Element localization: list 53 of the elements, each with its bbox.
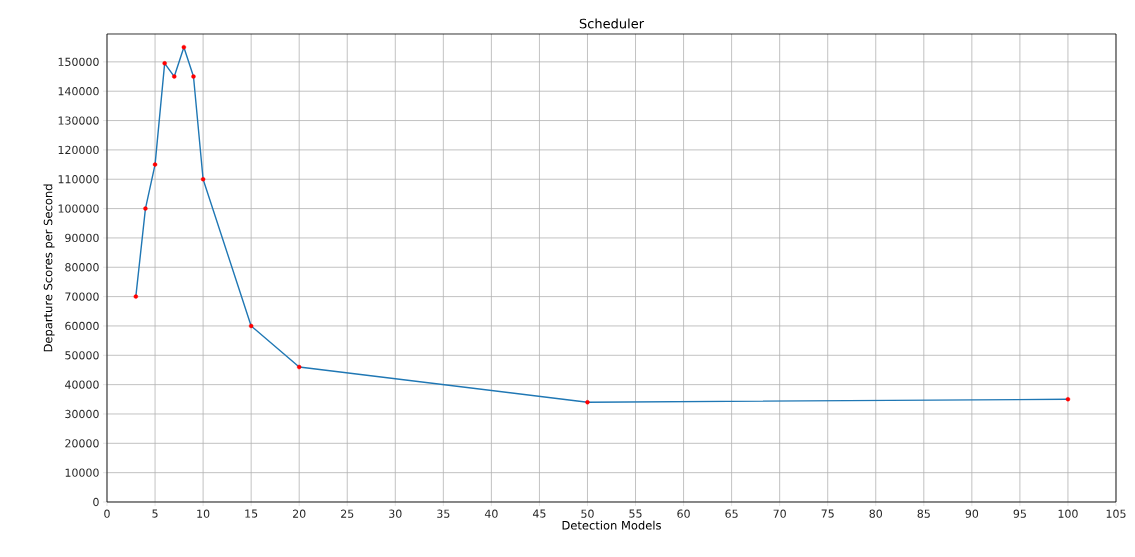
x-tick-label: 10 — [197, 509, 210, 518]
y-tick-label: 100000 — [58, 204, 99, 213]
point — [152, 162, 158, 167]
point — [585, 400, 590, 405]
y-tick-label: 50000 — [65, 351, 99, 360]
point — [172, 74, 177, 79]
point — [248, 323, 254, 329]
x-tick-label: 80 — [869, 509, 883, 518]
y-tick-label: 20000 — [65, 439, 99, 448]
point — [1065, 397, 1071, 402]
x-tick-label: 75 — [821, 509, 834, 518]
point — [200, 177, 206, 182]
chart-title: Scheduler — [579, 18, 645, 29]
x-tick-label: 15 — [245, 509, 258, 518]
x-tick-label: 35 — [437, 509, 450, 518]
x-tick-label: 0 — [104, 509, 110, 518]
x-tick-label: 30 — [389, 509, 402, 518]
x-tick-label: 5 — [152, 509, 158, 518]
y-tick-label: 130000 — [58, 116, 99, 125]
x-tick-label: 100 — [1058, 509, 1078, 518]
x-tick-label: 20 — [292, 509, 306, 518]
x-tick-label: 25 — [341, 509, 354, 518]
x-tick-label: 60 — [677, 509, 690, 518]
point — [162, 61, 167, 66]
x-tick-label: 105 — [1106, 509, 1126, 518]
x-tick-label: 70 — [773, 509, 786, 518]
x-tick-label: 95 — [1013, 509, 1026, 518]
y-tick-label: 120000 — [58, 145, 99, 155]
y-tick-label: 30000 — [65, 409, 99, 419]
y-tick-label: 10000 — [65, 468, 99, 477]
point — [143, 206, 148, 211]
x-axis-title: Detection Models — [562, 520, 661, 530]
point — [191, 74, 196, 79]
x-tick-label: 40 — [484, 509, 498, 518]
y-tick-label: 140000 — [58, 87, 99, 96]
y-tick-label: 70000 — [65, 292, 99, 301]
x-tick-label: 65 — [725, 509, 738, 518]
y-axis-title: Departure Scores per Second — [43, 184, 55, 352]
y-tick-label: 0 — [93, 497, 99, 507]
point — [296, 364, 302, 370]
y-tick-label: 90000 — [65, 233, 99, 243]
x-tick-label: 90 — [965, 509, 979, 518]
y-tick-label: 80000 — [65, 263, 99, 272]
x-tick-label: 50 — [581, 509, 594, 518]
y-tick-label: 110000 — [58, 175, 99, 184]
y-tick-label: 60000 — [65, 321, 99, 331]
x-tick-label: 55 — [629, 509, 642, 518]
y-tick-label: 40000 — [65, 380, 99, 389]
x-tick-label: 85 — [917, 509, 930, 518]
point — [133, 294, 139, 299]
point — [181, 45, 187, 50]
x-tick-label: 45 — [532, 509, 546, 518]
y-tick-label: 150000 — [58, 57, 99, 67]
